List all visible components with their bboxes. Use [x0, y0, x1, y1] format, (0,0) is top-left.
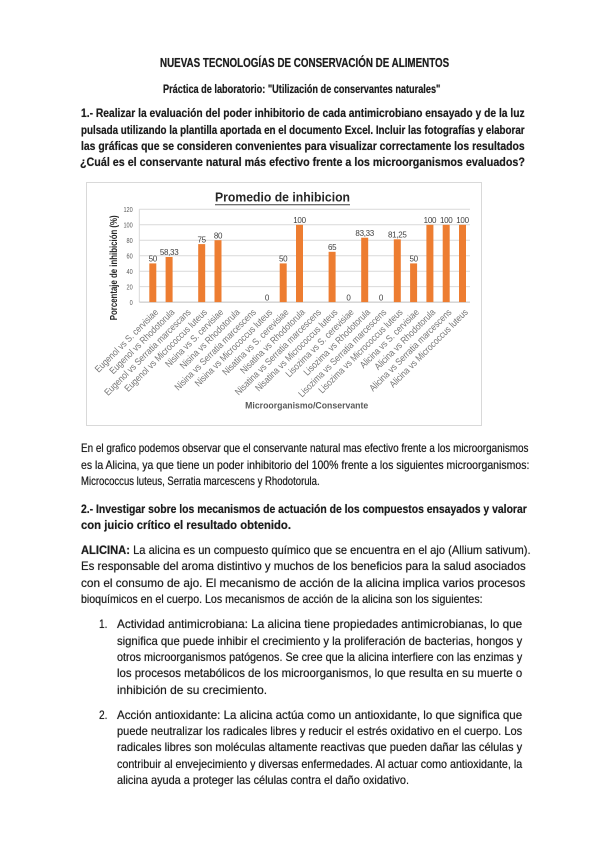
- svg-text:83,33: 83,33: [355, 228, 374, 237]
- svg-text:Promedio de inhibicion: Promedio de inhibicion: [215, 190, 350, 204]
- svg-text:100: 100: [424, 216, 437, 225]
- svg-text:50: 50: [409, 254, 418, 263]
- svg-text:58,33: 58,33: [160, 248, 179, 257]
- svg-text:65: 65: [328, 243, 337, 252]
- svg-text:100: 100: [123, 221, 133, 229]
- svg-text:100: 100: [440, 216, 453, 225]
- svg-text:20: 20: [127, 283, 133, 291]
- svg-text:0: 0: [130, 299, 133, 307]
- svg-text:50: 50: [279, 254, 288, 263]
- svg-text:80: 80: [127, 237, 133, 245]
- svg-text:0: 0: [346, 293, 351, 302]
- svg-text:Porcentaje de inhibición (%): Porcentaje de inhibición (%): [108, 215, 119, 320]
- svg-text:60: 60: [127, 252, 133, 260]
- svg-text:100: 100: [456, 216, 469, 225]
- svg-text:120: 120: [123, 206, 133, 214]
- svg-text:80: 80: [214, 231, 223, 240]
- svg-text:81,25: 81,25: [388, 230, 407, 239]
- svg-text:Microorganismo/Conservante: Microorganismo/Conservante: [245, 400, 368, 410]
- svg-text:0: 0: [379, 293, 384, 302]
- svg-text:40: 40: [127, 268, 133, 276]
- svg-text:50: 50: [149, 254, 158, 263]
- svg-text:100: 100: [293, 216, 306, 225]
- svg-text:0: 0: [265, 293, 270, 302]
- svg-text:75: 75: [198, 235, 207, 244]
